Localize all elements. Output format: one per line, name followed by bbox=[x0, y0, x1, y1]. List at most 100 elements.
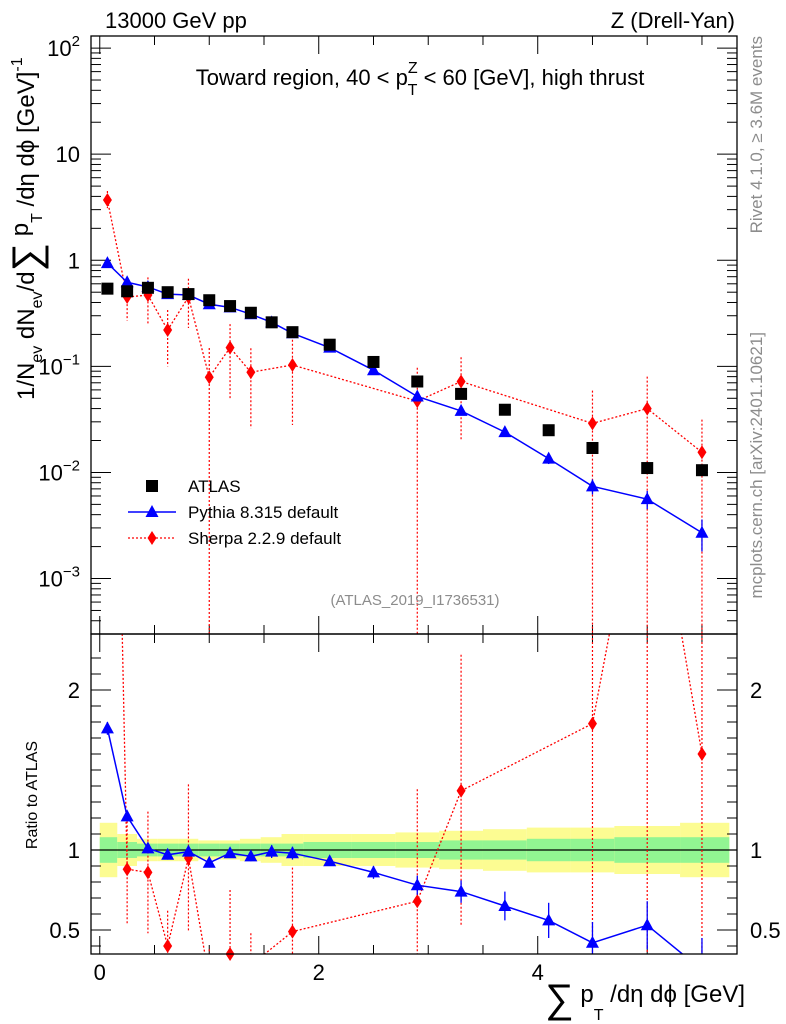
atlas-point bbox=[323, 338, 336, 351]
title-pre: Toward region, 40 < p bbox=[196, 65, 408, 90]
atlas-point bbox=[367, 355, 380, 368]
sherpa-point bbox=[246, 365, 256, 380]
sherpa-point bbox=[287, 357, 297, 372]
pythia-point bbox=[542, 451, 556, 464]
ratio-y-tick-label-right: 0.5 bbox=[750, 918, 781, 943]
atlas-point bbox=[182, 288, 195, 301]
x-tick-label: 0 bbox=[94, 960, 106, 985]
header-right: Z (Drell-Yan) bbox=[611, 8, 735, 33]
ratio-y-tick-label: 2 bbox=[68, 678, 80, 703]
pythia-point bbox=[120, 275, 134, 288]
xlabel-sigma: ∑ bbox=[545, 977, 574, 1021]
pythia-point bbox=[100, 256, 114, 269]
pythia-point bbox=[695, 525, 709, 538]
ratio-y-tick-label: 1 bbox=[68, 838, 80, 863]
y-tick-base: 10 bbox=[47, 36, 71, 61]
sherpa-ratio-point bbox=[163, 939, 173, 953]
atlas-point bbox=[224, 300, 237, 313]
sherpa-ratio-line bbox=[121, 634, 703, 954]
y-tick-exp: −1 bbox=[63, 351, 80, 368]
sherpa-ratio-point bbox=[122, 862, 132, 877]
pythia-ratio-point bbox=[585, 935, 599, 948]
sherpa-ratio-point bbox=[587, 716, 597, 731]
y-tick-exp: −2 bbox=[63, 457, 80, 474]
pythia-point bbox=[454, 403, 468, 416]
atlas-point bbox=[203, 294, 216, 307]
sherpa-ratio-point bbox=[412, 894, 422, 909]
ylabel-a: 1/N bbox=[13, 363, 40, 400]
ratio-y-axis-label: Ratio to ATLAS bbox=[24, 741, 41, 849]
xlabel-b: /dη dϕ [GeV] bbox=[603, 981, 745, 1008]
atlas-point bbox=[411, 375, 424, 388]
y-tick-base: 10 bbox=[38, 460, 62, 485]
plot-title: Toward region, 40 < pZ T < 60 [GeV], high… bbox=[196, 60, 645, 99]
y-tick-label: 10−1 bbox=[38, 351, 80, 379]
pythia-point bbox=[366, 363, 380, 376]
atlas-point bbox=[695, 464, 708, 477]
atlas-point bbox=[244, 306, 257, 319]
y-tick-exp: 2 bbox=[72, 33, 80, 50]
title-sub: T bbox=[408, 82, 418, 99]
y-tick-label: 102 bbox=[47, 33, 80, 61]
ratio-axis-ticks: 0 2 4 0.5 0.5 1 1 2 2 bbox=[49, 634, 781, 985]
ylabel-sigma: ∑ bbox=[5, 243, 49, 272]
sherpa-point bbox=[642, 401, 652, 416]
pythia-ratio-point bbox=[542, 913, 556, 926]
ratio-y-tick-label: 0.5 bbox=[49, 918, 80, 943]
x-axis-label: ∑ pT /dη dϕ [GeV] bbox=[545, 977, 745, 1024]
sherpa-line bbox=[106, 199, 703, 453]
legend-marker bbox=[145, 505, 159, 517]
atlas-point bbox=[641, 462, 654, 475]
legend-marker bbox=[146, 480, 158, 492]
ratio-y-tick-label-right: 2 bbox=[750, 678, 762, 703]
atlas-point bbox=[542, 424, 555, 437]
xlabel-a-sub: T bbox=[594, 1007, 604, 1024]
y-tick-label: 10−3 bbox=[38, 564, 80, 592]
sherpa-point bbox=[697, 445, 707, 460]
pythia-ratio-point bbox=[323, 854, 337, 867]
pythia-ratio-point bbox=[410, 878, 424, 891]
legend-label: Sherpa 2.2.9 default bbox=[188, 529, 341, 548]
pythia-ratio-point bbox=[120, 809, 134, 822]
pythia-ratio-point bbox=[161, 847, 175, 860]
pythia-ratio-point bbox=[181, 844, 195, 857]
pythia-ratio-point bbox=[265, 844, 279, 857]
ylabel-c: /d bbox=[13, 271, 40, 291]
watermark: (ATLAS_2019_I1736531) bbox=[330, 592, 499, 609]
y-tick-exp: −3 bbox=[63, 564, 80, 581]
pythia-point bbox=[410, 389, 424, 402]
y-tick-label: 10 bbox=[56, 142, 80, 167]
sherpa-ratio-point bbox=[287, 924, 297, 939]
pythia-ratio-point bbox=[498, 899, 512, 911]
main-series bbox=[100, 190, 709, 634]
y-tick-label: 10−2 bbox=[38, 457, 80, 485]
title-post: < 60 [GeV], high thrust bbox=[417, 65, 644, 90]
ylabel-d-sub: T bbox=[29, 213, 46, 223]
pythia-ratio-point bbox=[141, 841, 155, 854]
atlas-point bbox=[586, 441, 599, 454]
pythia-ratio-point bbox=[202, 855, 216, 868]
sherpa-point bbox=[163, 323, 173, 338]
ylabel-d: p bbox=[7, 223, 34, 243]
atlas-point bbox=[141, 281, 154, 294]
sherpa-point bbox=[456, 374, 466, 389]
sherpa-ratio-point bbox=[456, 783, 466, 798]
sherpa-ratio-point bbox=[143, 865, 153, 880]
header-left: 13000 GeV pp bbox=[105, 8, 247, 33]
y-tick-base: 10 bbox=[38, 567, 62, 592]
pythia-point bbox=[498, 425, 512, 438]
y-tick-base: 1 bbox=[68, 248, 80, 273]
pythia-ratio-point bbox=[366, 865, 380, 878]
ratio-series bbox=[100, 634, 707, 961]
sherpa-point bbox=[102, 192, 112, 207]
sherpa-point bbox=[587, 416, 597, 431]
side-label-bottom: mcplots.cern.ch [arXiv:2401.10621] bbox=[747, 332, 766, 598]
legend-label: Pythia 8.315 default bbox=[188, 503, 339, 522]
pythia-ratio-point bbox=[640, 918, 654, 931]
x-tick-label: 2 bbox=[313, 960, 325, 985]
legend: ATLAS Pythia 8.315 default Sherpa 2.2.9 de… bbox=[128, 477, 341, 548]
ratio-y-tick-label-right: 1 bbox=[750, 838, 762, 863]
pythia-point bbox=[585, 479, 599, 492]
